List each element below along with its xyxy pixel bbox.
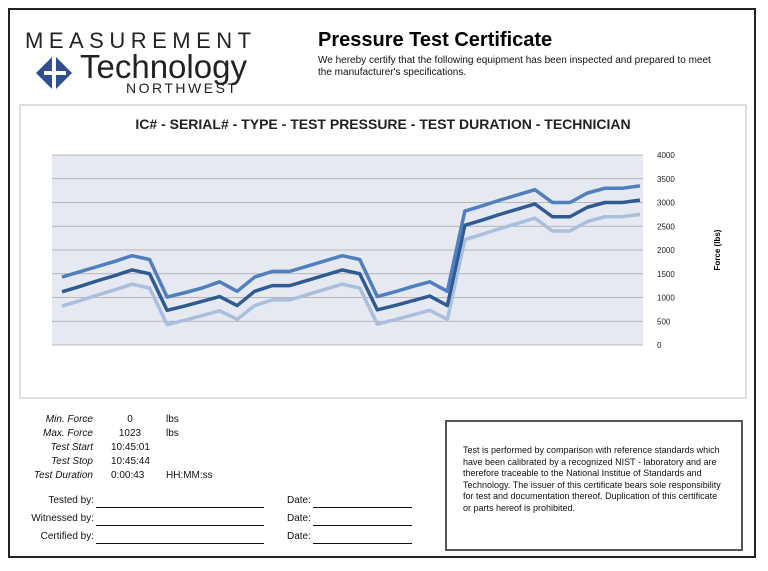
stat-unit: lbs xyxy=(166,428,179,439)
signature-label: Tested by: xyxy=(48,495,94,506)
signature-label: Certified by: xyxy=(40,531,94,542)
y-tick-label: 0 xyxy=(657,341,662,350)
logo-line2: Technology xyxy=(80,48,247,85)
certificate-frame xyxy=(8,8,756,558)
date-label: Date: xyxy=(287,513,311,524)
y-tick-label: 2000 xyxy=(657,246,675,255)
signature-line xyxy=(96,543,264,544)
signature-line xyxy=(96,507,264,508)
subtitle: We hereby certify that the following equ… xyxy=(318,55,711,78)
stat-label: Max. Force xyxy=(42,428,93,439)
data-line xyxy=(61,198,641,313)
stat-value: 10:45:44 xyxy=(111,456,150,467)
date-line xyxy=(313,525,412,526)
logo-line1: MEASUREMENT xyxy=(25,28,257,53)
stat-value: 0 xyxy=(127,414,133,425)
logo-icon xyxy=(44,71,66,75)
y-axis-label: Force (lbs) xyxy=(713,229,722,270)
y-tick-label: 3000 xyxy=(657,199,675,208)
signature-label: Witnessed by: xyxy=(31,513,94,524)
stat-label: Test Start xyxy=(50,442,93,453)
date-line xyxy=(313,543,412,544)
y-tick-label: 2500 xyxy=(657,222,675,231)
date-label: Date: xyxy=(287,495,311,506)
stat-unit: lbs xyxy=(166,414,179,425)
y-tick-label: 1500 xyxy=(657,270,675,279)
title: Pressure Test Certificate xyxy=(318,29,552,51)
data-line xyxy=(61,212,641,327)
notice-box xyxy=(445,420,743,551)
chart-title: IC# - SERIAL# - TYPE - TEST PRESSURE - T… xyxy=(135,116,630,132)
stat-value: 10:45:01 xyxy=(111,442,150,453)
date-line xyxy=(313,507,412,508)
data-line xyxy=(61,184,641,299)
stat-label: Test Stop xyxy=(51,456,93,467)
y-tick-label: 500 xyxy=(657,317,671,326)
stat-label: Min. Force xyxy=(45,414,93,425)
y-tick-label: 1000 xyxy=(657,294,675,303)
date-label: Date: xyxy=(287,531,311,542)
y-tick-label: 4000 xyxy=(657,151,675,160)
notice-text: Test is performed by comparison with ref… xyxy=(463,445,721,513)
stat-value: 1023 xyxy=(118,428,142,439)
signature-line xyxy=(96,525,264,526)
stat-unit: HH:MM:ss xyxy=(166,470,213,481)
logo-line3: NORTHWEST xyxy=(126,80,238,96)
stat-value: 0:00:43 xyxy=(111,470,145,481)
y-tick-label: 3500 xyxy=(657,175,675,184)
stat-label: Test Duration xyxy=(33,470,93,481)
